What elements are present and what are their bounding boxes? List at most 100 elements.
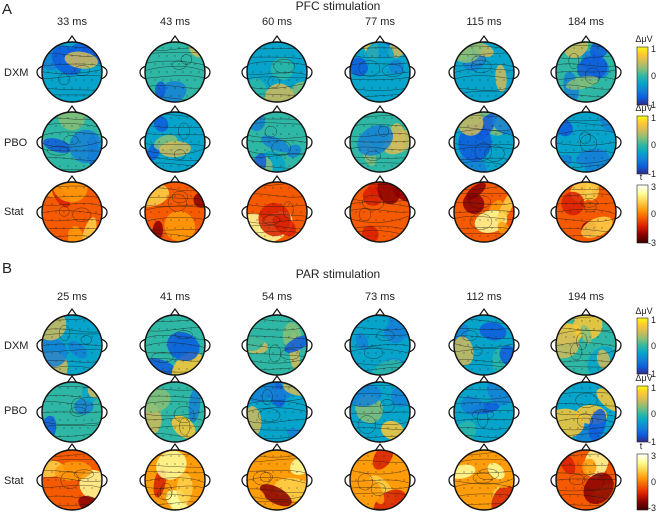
nose: [271, 174, 283, 184]
ear-right: [614, 65, 622, 80]
panel-b-time-labels: 25 ms 41 ms 54 ms 73 ms 112 ms 194 ms: [57, 291, 605, 303]
panel-b-letter: B: [2, 260, 12, 277]
colorbar-amp-a-pbo: ΔμV 1 0 -1: [635, 103, 656, 179]
time-label: 77 ms: [365, 16, 395, 28]
head-outline: [41, 41, 103, 103]
nose: [478, 34, 490, 44]
ear-right: [100, 135, 108, 150]
head-outline: [349, 381, 411, 443]
nose: [580, 34, 592, 44]
nose: [66, 442, 78, 452]
ear-left: [344, 473, 352, 488]
topomap-amplitude: [344, 104, 416, 173]
ear-left: [139, 65, 147, 80]
colorbar-mid: 0: [651, 409, 656, 419]
nose: [271, 104, 283, 114]
time-label: 33 ms: [57, 16, 87, 28]
head-outline: [144, 381, 206, 443]
nose: [66, 374, 78, 384]
colorbar-amp: [636, 46, 649, 106]
nose: [66, 307, 78, 317]
topomap-amplitude: [241, 307, 313, 376]
colorbar-amp: [636, 317, 649, 375]
colorbar-max: 3: [651, 451, 656, 461]
colorbar-amp: [636, 115, 649, 175]
colorbar-label: t: [640, 441, 643, 451]
topomap-amplitude: [344, 307, 416, 376]
nose: [374, 174, 386, 184]
ear-left: [36, 338, 44, 353]
ear-right: [614, 338, 622, 353]
topomap-amplitude: [241, 104, 313, 173]
ear-right: [512, 473, 520, 488]
head-outline: [453, 111, 515, 173]
time-label: 43 ms: [160, 16, 190, 28]
head-outline: [453, 449, 515, 511]
time-label: 112 ms: [466, 291, 502, 303]
nose: [271, 34, 283, 44]
ear-right: [100, 473, 108, 488]
row-label-pbo: PBO: [4, 405, 28, 417]
topomap-amplitude: [550, 307, 622, 376]
colorbar-max: 1: [651, 383, 656, 393]
colorbar-min: -3: [648, 503, 656, 512]
nose: [374, 104, 386, 114]
nose: [478, 307, 490, 317]
ear-left: [448, 135, 456, 150]
head-outline: [41, 111, 103, 173]
ear-left: [550, 338, 558, 353]
colorbar-mid: 0: [651, 477, 656, 487]
colorbar-min: -1: [648, 369, 656, 379]
topomap-stat: [448, 174, 520, 243]
ear-right: [512, 65, 520, 80]
ear-right: [305, 135, 313, 150]
topomap-amplitude: [344, 374, 416, 443]
ear-right: [614, 473, 622, 488]
colorbar-min: -1: [648, 100, 656, 110]
topomap-amplitude: [241, 34, 313, 103]
nose: [580, 104, 592, 114]
ear-left: [139, 338, 147, 353]
topomap-stat: [448, 442, 520, 511]
head-outline: [349, 111, 411, 173]
time-label: 73 ms: [365, 291, 395, 303]
colorbar-label: ΔμV: [635, 373, 652, 383]
head-outline: [349, 449, 411, 511]
row-label-stat: Stat: [4, 475, 24, 487]
nose: [478, 442, 490, 452]
ear-left: [550, 205, 558, 220]
head-outline: [555, 381, 617, 443]
colorbar-amp: [636, 385, 649, 443]
head-outline: [555, 181, 617, 243]
topomap-stat: [241, 442, 313, 511]
nose: [169, 374, 181, 384]
ear-left: [36, 205, 44, 220]
time-label: 184 ms: [568, 16, 605, 28]
topomap-amplitude: [448, 374, 520, 443]
panel-a-time-labels: 33 ms 43 ms 60 ms 77 ms 115 ms 184 ms: [57, 16, 605, 28]
colorbar-max: 3: [651, 182, 656, 192]
nose: [478, 374, 490, 384]
ear-left: [36, 65, 44, 80]
topomap-stat: [550, 442, 622, 511]
colorbar-amp-a-dxm: ΔμV 1 0 -1: [635, 34, 656, 110]
head-outline: [246, 449, 308, 511]
colorbar-mid: 0: [651, 71, 656, 81]
ear-right: [512, 405, 520, 420]
colorbar-min: -1: [648, 437, 656, 447]
row-label-dxm: DXM: [4, 67, 28, 79]
ear-right: [203, 205, 211, 220]
time-label: 60 ms: [262, 16, 292, 28]
nose: [169, 104, 181, 114]
nose: [66, 34, 78, 44]
topomap-amplitude: [550, 374, 622, 443]
topomap-stat: [344, 442, 416, 511]
ear-right: [305, 405, 313, 420]
head-outline: [555, 41, 617, 103]
row-label-stat: Stat: [4, 206, 24, 218]
ear-left: [344, 338, 352, 353]
nose: [478, 104, 490, 114]
ear-right: [100, 205, 108, 220]
ear-right: [512, 338, 520, 353]
head-outline: [144, 41, 206, 103]
